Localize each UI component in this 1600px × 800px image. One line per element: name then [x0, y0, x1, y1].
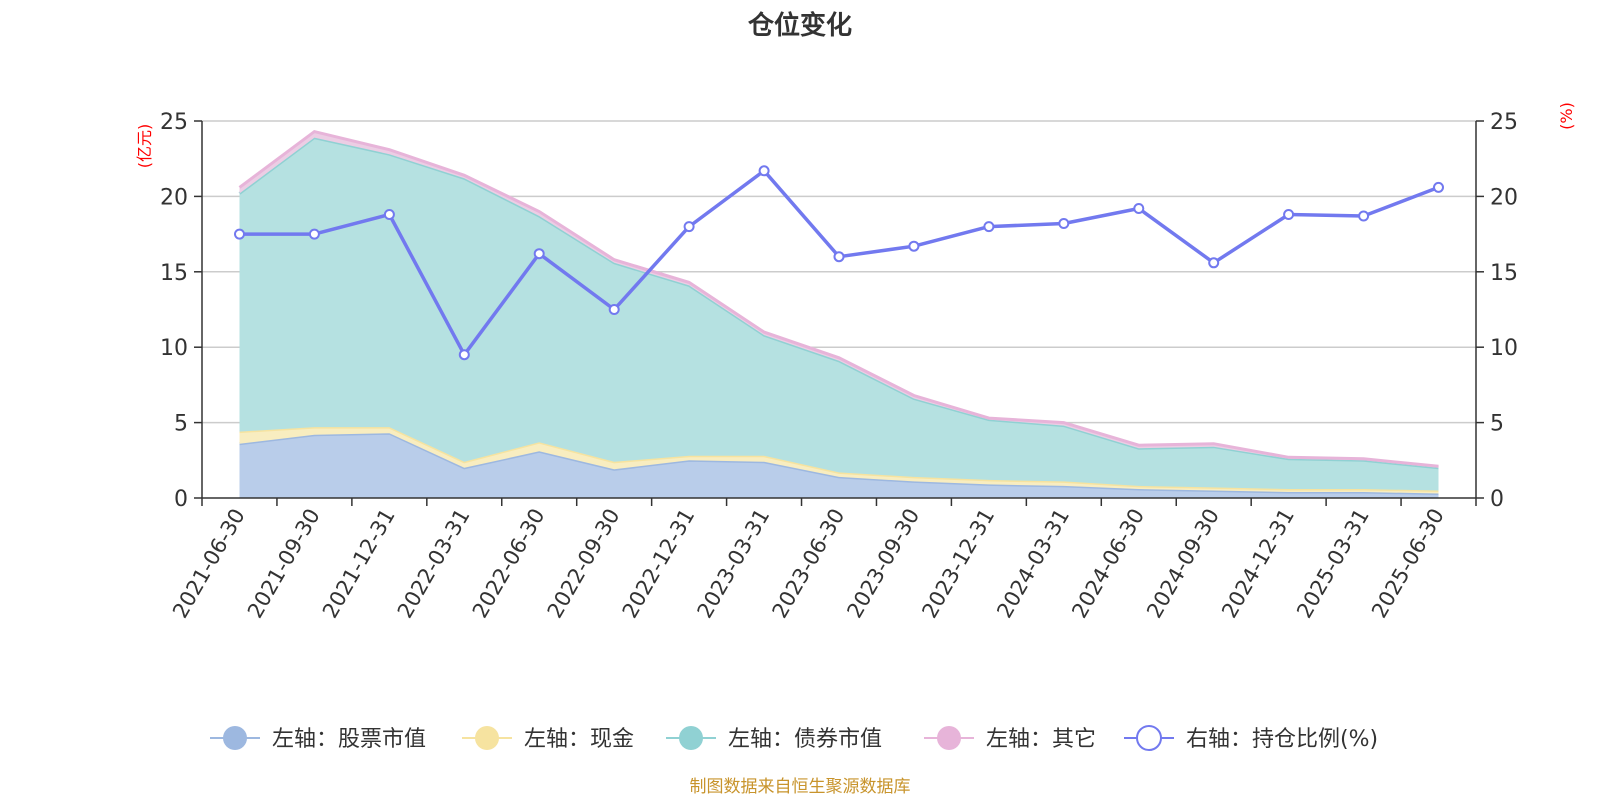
right-axis-tick-label: 0	[1490, 487, 1504, 512]
data-source-note: 制图数据来自恒生聚源数据库	[690, 777, 911, 797]
left-axis-tick-label: 5	[174, 412, 188, 437]
ratio-point	[983, 221, 995, 233]
ratio-point	[1208, 257, 1220, 269]
x-axis-tick-label: 2023-12-31	[917, 505, 999, 623]
right-axis-tick-label: 20	[1490, 185, 1518, 210]
legend-label: 左轴：股票市值	[272, 727, 426, 752]
ratio-point	[833, 251, 845, 263]
ratio-point	[383, 209, 395, 220]
x-axis-tick-label: 2025-03-31	[1292, 505, 1374, 623]
x-axis-tick-label: 2024-09-30	[1142, 504, 1224, 622]
x-axis-tick-label: 2022-09-30	[543, 505, 625, 623]
stacked-areas	[238, 129, 1439, 498]
x-axis-tick-label: 2025-06-30	[1367, 504, 1449, 622]
legend-label: 左轴：现金	[524, 727, 634, 752]
legend-swatch-marker	[679, 726, 703, 750]
left-axis-unit: (亿元)	[135, 124, 154, 169]
legend-label: 左轴：其它	[986, 727, 1096, 752]
x-axis-tick-label: 2022-03-31	[393, 505, 475, 623]
right-axis-tick-label: 15	[1490, 261, 1518, 286]
ratio-point	[1133, 203, 1145, 214]
legend-swatch-marker	[1136, 725, 1162, 751]
ratio-point	[683, 221, 695, 233]
ratio-point	[308, 228, 320, 240]
x-axis-tick-label: 2021-12-31	[318, 505, 400, 623]
x-axis-tick-label: 2022-06-30	[468, 504, 550, 622]
ratio-point	[908, 240, 920, 252]
legend-swatch-marker	[475, 726, 499, 750]
right-axis-unit: (%)	[1557, 102, 1576, 130]
right-axis-tick-label: 10	[1490, 336, 1518, 361]
left-axis-tick-label: 20	[160, 185, 188, 210]
legend-swatch-marker	[223, 726, 247, 750]
right-axis-tick-label: 5	[1490, 412, 1504, 437]
x-axis-tick-label: 2021-06-30	[168, 505, 250, 623]
legend-swatch-marker	[937, 726, 961, 750]
ratio-point	[1283, 209, 1295, 220]
left-axis-tick-label: 25	[160, 110, 188, 135]
area-edge-series-4	[238, 129, 1439, 468]
x-axis-tick-label: 2021-09-30	[243, 504, 325, 622]
area-series-4	[239, 131, 1439, 468]
position-ratio-line	[234, 165, 1444, 361]
area-series-3	[239, 137, 1439, 491]
ratio-point	[1058, 218, 1070, 229]
ratio-point	[1433, 181, 1444, 193]
legend-label: 右轴：持仓比例(%)	[1186, 727, 1378, 752]
area-series-1	[239, 433, 1439, 498]
x-axis-tick-label: 2022-12-31	[618, 504, 700, 622]
ratio-point	[608, 304, 620, 315]
ratio-point	[533, 248, 545, 260]
ratio-point	[758, 165, 770, 177]
legend: 左轴：股票市值 左轴：现金 左轴：债券市值 左轴：其它 右轴：持仓比例(%)	[210, 725, 1378, 752]
x-axis-tick-label: 2024-06-30	[1067, 505, 1149, 623]
x-axis-tick-label: 2024-12-31	[1217, 504, 1299, 622]
x-axis-tick-label: 2023-06-30	[768, 505, 850, 623]
left-axis-tick-label: 15	[160, 261, 188, 286]
left-axis-tick-label: 10	[160, 336, 188, 361]
left-axis-tick-label: 0	[174, 487, 188, 512]
ratio-point	[458, 349, 470, 361]
ratio-point	[1358, 210, 1370, 222]
chart-title: 仓位变化	[747, 10, 852, 41]
x-axis-tick-label: 2024-03-31	[992, 504, 1074, 622]
x-axis-tick-label: 2023-03-31	[693, 505, 775, 623]
x-axis-tick-label: 2023-09-30	[842, 504, 924, 622]
right-axis-tick-label: 25	[1490, 110, 1518, 135]
ratio-point	[234, 228, 245, 240]
legend-label: 左轴：债券市值	[728, 727, 882, 752]
